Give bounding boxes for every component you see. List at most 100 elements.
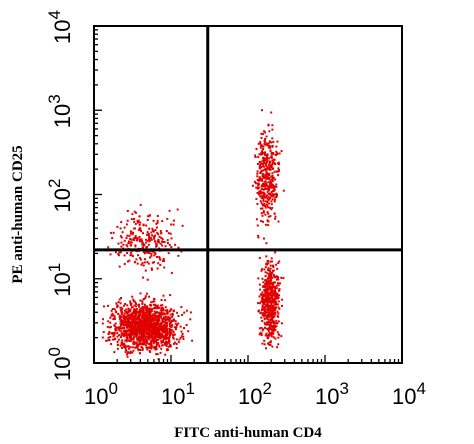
data-point bbox=[148, 316, 151, 319]
data-point bbox=[123, 254, 126, 257]
data-point bbox=[151, 268, 153, 271]
data-point bbox=[158, 257, 161, 260]
data-point bbox=[170, 223, 173, 226]
data-point bbox=[260, 185, 263, 188]
data-point bbox=[139, 299, 142, 302]
data-point bbox=[122, 323, 125, 325]
data-point bbox=[156, 311, 158, 314]
data-point bbox=[118, 314, 121, 317]
data-point bbox=[135, 326, 138, 329]
data-point bbox=[264, 169, 267, 171]
data-point bbox=[256, 202, 259, 205]
data-point bbox=[154, 312, 157, 315]
data-point bbox=[125, 340, 128, 343]
data-point bbox=[139, 258, 142, 261]
data-point bbox=[266, 172, 269, 175]
data-point bbox=[142, 251, 145, 253]
data-point bbox=[272, 160, 275, 163]
data-point bbox=[271, 172, 274, 175]
data-point bbox=[109, 321, 112, 324]
data-point bbox=[177, 322, 180, 325]
data-point bbox=[119, 344, 122, 347]
data-point bbox=[264, 153, 267, 156]
data-point bbox=[251, 184, 254, 187]
data-point bbox=[149, 327, 152, 330]
data-point bbox=[266, 321, 268, 324]
data-point bbox=[272, 189, 275, 192]
data-point bbox=[263, 300, 266, 303]
data-point bbox=[268, 275, 271, 278]
data-point bbox=[152, 330, 155, 333]
data-point bbox=[154, 240, 156, 243]
data-point bbox=[142, 223, 145, 226]
data-point bbox=[119, 227, 122, 230]
data-point bbox=[141, 246, 144, 249]
data-point bbox=[148, 318, 151, 321]
data-point bbox=[150, 343, 153, 346]
data-point bbox=[264, 213, 267, 216]
data-point bbox=[131, 306, 134, 309]
data-point bbox=[137, 345, 140, 348]
data-point bbox=[269, 215, 272, 218]
data-point bbox=[266, 334, 269, 337]
data-point bbox=[130, 253, 133, 256]
data-point bbox=[142, 244, 145, 247]
data-point bbox=[161, 321, 164, 324]
data-point bbox=[131, 351, 134, 354]
data-point bbox=[275, 150, 278, 153]
data-point bbox=[267, 215, 270, 218]
data-point bbox=[264, 275, 267, 277]
data-point bbox=[272, 195, 275, 198]
data-point bbox=[259, 144, 262, 147]
data-point bbox=[152, 303, 155, 306]
data-point bbox=[133, 323, 136, 326]
data-point bbox=[275, 183, 278, 186]
data-point bbox=[271, 293, 274, 296]
data-point bbox=[158, 316, 161, 318]
data-point bbox=[274, 297, 277, 299]
data-point bbox=[141, 311, 144, 314]
data-point bbox=[107, 304, 109, 307]
data-point bbox=[277, 167, 280, 170]
data-point bbox=[275, 263, 278, 266]
data-point bbox=[165, 315, 167, 318]
data-point bbox=[138, 305, 140, 308]
data-point bbox=[112, 338, 115, 341]
data-point bbox=[271, 128, 274, 131]
data-point bbox=[176, 208, 179, 211]
data-point bbox=[159, 324, 162, 327]
data-point bbox=[266, 187, 269, 190]
data-point bbox=[157, 331, 160, 334]
data-point bbox=[123, 304, 125, 307]
data-point bbox=[141, 349, 144, 351]
data-point bbox=[150, 328, 153, 331]
y-tick-label: 104 bbox=[45, 10, 75, 44]
data-point bbox=[263, 313, 266, 316]
data-point bbox=[271, 290, 274, 293]
data-point bbox=[157, 333, 160, 336]
data-point bbox=[141, 323, 144, 326]
data-point bbox=[262, 220, 264, 223]
data-point bbox=[268, 285, 271, 288]
data-point bbox=[168, 345, 171, 348]
data-point bbox=[263, 183, 266, 186]
data-point bbox=[159, 332, 162, 335]
data-point bbox=[258, 190, 261, 193]
data-point bbox=[136, 327, 139, 330]
data-point bbox=[141, 338, 144, 341]
data-point bbox=[142, 310, 145, 313]
data-point bbox=[262, 157, 265, 160]
data-point bbox=[265, 347, 267, 350]
data-point bbox=[159, 258, 162, 261]
data-point bbox=[266, 200, 269, 203]
data-point bbox=[266, 305, 269, 308]
data-point bbox=[136, 262, 139, 265]
data-point bbox=[266, 219, 269, 222]
data-point bbox=[154, 252, 157, 255]
data-point bbox=[258, 177, 261, 180]
data-point bbox=[158, 345, 161, 348]
data-point bbox=[258, 295, 261, 298]
data-point bbox=[120, 324, 123, 327]
data-point bbox=[271, 331, 274, 334]
data-point bbox=[276, 303, 279, 306]
